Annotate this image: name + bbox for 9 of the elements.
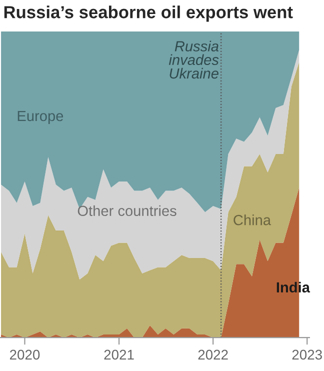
x-tick-label: 2022 [198,350,228,360]
series-label: Other countries [78,205,176,216]
ref-line-label: Russia invades Ukraine [168,40,219,79]
x-tick-label: 2023 [292,350,322,360]
series-label: Europe [18,110,64,124]
x-tick-label: 2020 [10,350,40,360]
series-label: China [234,214,272,226]
x-tick-label: 2021 [104,350,134,360]
chart-title: Russia’s seaborne oil exports went [4,6,293,22]
